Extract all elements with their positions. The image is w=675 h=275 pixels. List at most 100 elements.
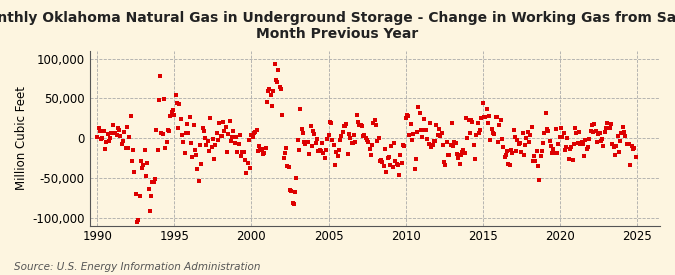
Point — [150, 177, 161, 181]
Point — [629, 146, 640, 150]
Point — [192, 167, 203, 172]
Point — [452, 151, 462, 156]
Point — [575, 142, 586, 146]
Point — [599, 130, 610, 134]
Point — [533, 164, 543, 168]
Point — [250, 130, 261, 134]
Point — [508, 127, 519, 132]
Point — [460, 116, 471, 120]
Point — [292, 138, 303, 143]
Point — [294, 147, 304, 152]
Point — [490, 115, 501, 120]
Point — [299, 140, 310, 144]
Point — [526, 125, 537, 130]
Point — [161, 139, 172, 144]
Point — [193, 179, 204, 183]
Point — [267, 103, 277, 108]
Point — [486, 127, 497, 131]
Point — [232, 150, 243, 154]
Point — [177, 133, 188, 137]
Point — [354, 122, 364, 127]
Point — [621, 142, 632, 147]
Point — [446, 143, 456, 147]
Point — [295, 107, 306, 112]
Point — [561, 145, 572, 149]
Point — [382, 156, 393, 161]
Point — [446, 121, 457, 125]
Point — [412, 130, 423, 134]
Point — [425, 121, 435, 125]
Point — [132, 219, 142, 224]
Point — [522, 130, 533, 135]
Point — [541, 126, 552, 131]
Point — [111, 133, 122, 138]
Point — [336, 134, 347, 138]
Point — [153, 98, 164, 103]
Point — [574, 130, 585, 134]
Point — [587, 123, 597, 128]
Point — [344, 132, 354, 137]
Point — [605, 122, 616, 126]
Point — [614, 150, 624, 155]
Point — [227, 134, 238, 139]
Point — [481, 107, 492, 112]
Point — [309, 132, 320, 136]
Point — [554, 134, 565, 139]
Point — [456, 153, 466, 157]
Point — [458, 148, 469, 152]
Point — [618, 125, 628, 129]
Point — [288, 201, 299, 206]
Point — [242, 160, 253, 165]
Point — [97, 135, 108, 140]
Point — [427, 143, 438, 147]
Point — [584, 136, 595, 141]
Point — [284, 165, 294, 170]
Point — [268, 89, 279, 93]
Point — [435, 134, 446, 138]
Point — [113, 128, 124, 133]
Point — [317, 141, 327, 145]
Point — [254, 144, 265, 148]
Point — [322, 136, 333, 141]
Point — [251, 128, 262, 133]
Point — [279, 151, 290, 156]
Point — [394, 173, 404, 177]
Point — [191, 153, 202, 157]
Point — [331, 150, 342, 155]
Point — [339, 123, 350, 128]
Point — [142, 161, 153, 165]
Point — [410, 157, 421, 161]
Point — [186, 141, 196, 145]
Point — [400, 116, 411, 120]
Point — [302, 140, 313, 144]
Point — [499, 155, 510, 159]
Point — [210, 143, 221, 148]
Point — [622, 142, 633, 146]
Point — [101, 139, 111, 144]
Point — [502, 148, 512, 153]
Point — [290, 190, 300, 194]
Point — [117, 138, 128, 143]
Point — [109, 131, 119, 136]
Point — [598, 144, 609, 148]
Point — [272, 80, 283, 84]
Point — [206, 144, 217, 149]
Point — [396, 161, 407, 165]
Point — [301, 139, 312, 144]
Point — [534, 178, 545, 183]
Point — [485, 138, 496, 143]
Point — [426, 144, 437, 149]
Point — [137, 166, 148, 170]
Point — [278, 156, 289, 161]
Point — [143, 186, 154, 191]
Point — [211, 131, 222, 136]
Point — [184, 115, 195, 119]
Point — [364, 147, 375, 151]
Point — [576, 140, 587, 144]
Point — [511, 149, 522, 153]
Point — [140, 174, 151, 178]
Point — [165, 113, 176, 118]
Point — [171, 101, 182, 105]
Point — [153, 148, 163, 152]
Point — [628, 147, 639, 152]
